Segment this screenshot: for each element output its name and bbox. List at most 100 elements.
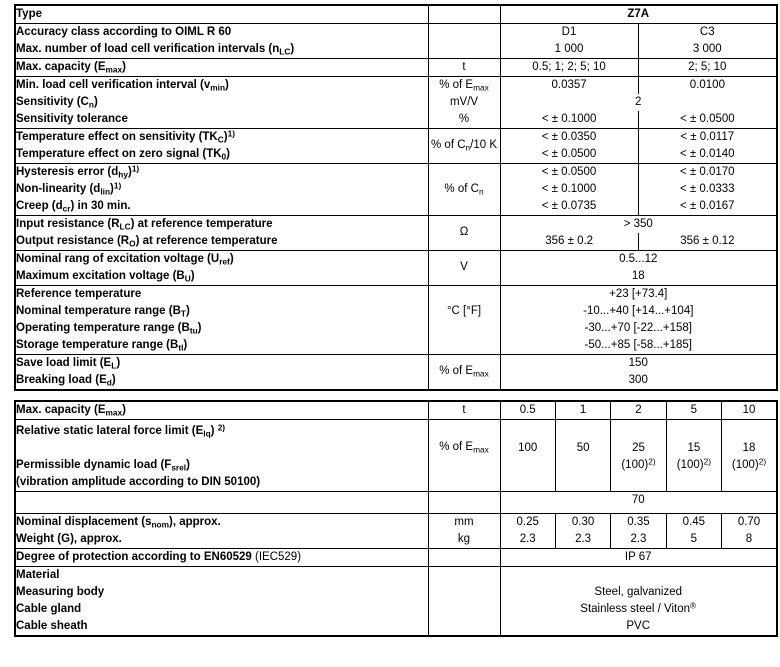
label-input-resistance: Input resistance (RLC) at reference temp… bbox=[16, 218, 273, 232]
unit-vmin: % of Emax bbox=[439, 79, 489, 93]
header-type-unit bbox=[427, 4, 501, 24]
table-row-displacement-weight: Nominal displacement (snom), approx. Wei… bbox=[14, 513, 778, 549]
temperature-range-labels: Reference temperature Nominal temperatur… bbox=[14, 285, 429, 355]
non-linearity-d1: < ± 0.1000 bbox=[541, 183, 597, 195]
hysteresis-group-c3: < ± 0.0170 < ± 0.0333 < ± 0.0167 bbox=[637, 163, 778, 216]
unit-max-capacity: t bbox=[427, 58, 501, 77]
label-save-load-limit: Save load limit (EL) bbox=[16, 357, 121, 371]
table-row-resistance: Input resistance (RLC) at reference temp… bbox=[14, 215, 778, 251]
hysteresis-group-d1: < ± 0.0500 < ± 0.1000 < ± 0.0735 bbox=[499, 163, 639, 216]
capacity-value-3: 2 bbox=[610, 400, 667, 420]
table-row-dynamic-load-value: 70 bbox=[14, 491, 778, 514]
nominal-temp-range-value: -10...+40 [+14...+104] bbox=[583, 305, 694, 317]
label-accuracy-class: Accuracy class according to OIML R 60 bbox=[16, 26, 232, 38]
weight-3: 2.3 bbox=[630, 533, 647, 545]
unit-kg: kg bbox=[457, 533, 471, 545]
label-output-resistance: Output resistance (RO) at reference temp… bbox=[16, 235, 278, 249]
label-creep: Creep (dcr) in 30 min. bbox=[16, 200, 131, 214]
reference-temperature-value: +23 [+73.4] bbox=[609, 288, 668, 300]
displacement-2: 0.30 bbox=[571, 516, 595, 528]
table-row-accuracy-class: Accuracy class according to OIML R 60 Ma… bbox=[14, 23, 778, 59]
unit-resistance: Ω bbox=[427, 215, 501, 251]
lateral-force-value-4: 15 (100)2) bbox=[665, 419, 723, 492]
nominal-excitation-value: 0.5...12 bbox=[619, 253, 658, 265]
unit-celsius-fahrenheit: °C [°F] bbox=[446, 305, 482, 317]
label-reference-temperature: Reference temperature bbox=[16, 288, 142, 300]
lateral-paren-5: (100)2) bbox=[731, 457, 767, 471]
lateral-force-value-1: 100 bbox=[499, 419, 556, 492]
label-nominal-displacement: Nominal displacement (snom), approx. bbox=[16, 516, 221, 530]
input-resistance-value: > 350 bbox=[623, 218, 653, 230]
displacement-1: 0.25 bbox=[516, 516, 539, 528]
lateral-main-3: 25 bbox=[632, 442, 645, 454]
table-row-capacity-header: Max. capacity (Emax) t 0.5 1 2 5 10 bbox=[14, 400, 778, 420]
class-d1-intervals: 1 000 bbox=[554, 43, 584, 55]
label-lateral-force: Relative static lateral force limit (Elq… bbox=[16, 423, 226, 439]
displacement-5: 0.70 bbox=[737, 516, 761, 528]
label-cable-gland: Cable gland bbox=[16, 603, 82, 615]
resistance-labels: Input resistance (RLC) at reference temp… bbox=[14, 215, 429, 251]
dynamic-load-value: 70 bbox=[499, 491, 778, 514]
material-measuring-body-value: Steel, galvanized bbox=[594, 586, 683, 598]
displacement-weight-labels: Nominal displacement (snom), approx. Wei… bbox=[14, 513, 429, 549]
table-row-hysteresis-group: Hysteresis error (dhy)1) Non-linearity (… bbox=[14, 163, 778, 216]
label-tk0: Temperature effect on zero signal (TK0) bbox=[16, 148, 231, 162]
label-breaking-load: Breaking load (Ed) bbox=[16, 374, 116, 388]
temperature-effect-d1: < ± 0.0350 < ± 0.0500 bbox=[499, 128, 639, 164]
label-max-excitation: Maximum excitation voltage (BU) bbox=[16, 270, 195, 284]
specifications-table-2: Max. capacity (Emax) t 0.5 1 2 5 10 Rela… bbox=[14, 400, 778, 637]
lateral-main-5: 18 bbox=[742, 442, 756, 454]
unit-lateral-force: % of Emax bbox=[427, 419, 501, 492]
dynamic-load-spacer-unit bbox=[427, 491, 501, 514]
class-c3-name: C3 bbox=[699, 26, 715, 38]
label-degree-protection: Degree of protection according to EN6052… bbox=[14, 548, 429, 567]
unit-max-capacity-2: t bbox=[427, 400, 501, 420]
table-row-excitation-voltage: Nominal rang of excitation voltage (Uref… bbox=[14, 250, 778, 286]
tkc-c3: < ± 0.0117 bbox=[680, 131, 735, 143]
material-labels: Material Measuring body Cable gland Cabl… bbox=[14, 566, 429, 637]
tk0-d1: < ± 0.0500 bbox=[541, 148, 597, 160]
label-dynamic-load: Permissible dynamic load (Fsrel) bbox=[16, 459, 190, 473]
lateral-force-value-2: 50 bbox=[554, 419, 612, 492]
output-resistance-d1: 356 ± 0.2 bbox=[545, 235, 594, 247]
capacity-value-5: 10 bbox=[721, 400, 778, 420]
label-sensitivity-tolerance: Sensitivity tolerance bbox=[16, 113, 128, 125]
label-weight: Weight (G), approx. bbox=[16, 533, 122, 545]
label-vibration-amplitude: (vibration amplitude according to DIN 50… bbox=[16, 476, 261, 488]
lateral-paren-3: (100)2) bbox=[621, 457, 656, 471]
displacement-weight-col-3: 0.35 2.3 bbox=[610, 513, 667, 549]
lateral-paren-4: (100)2) bbox=[676, 457, 711, 471]
creep-d1: < ± 0.0735 bbox=[541, 200, 597, 212]
hysteresis-group-labels: Hysteresis error (dhy)1) Non-linearity (… bbox=[14, 163, 429, 216]
vmin-c3: 0.0100 bbox=[637, 77, 776, 94]
sensitivity-group-labels: Min. load cell verification interval (vm… bbox=[14, 76, 429, 129]
excitation-voltage-values: 0.5...12 18 bbox=[499, 250, 778, 286]
label-operating-temp-range: Operating temperature range (Btu) bbox=[16, 322, 202, 336]
weight-4: 5 bbox=[690, 533, 698, 545]
creep-c3: < ± 0.0167 bbox=[679, 200, 735, 212]
unit-sensitivity: mV/V bbox=[449, 96, 479, 108]
label-cable-sheath: Cable sheath bbox=[16, 620, 88, 632]
excitation-voltage-labels: Nominal rang of excitation voltage (Uref… bbox=[14, 250, 429, 286]
unit-hysteresis-group: % of Cn bbox=[427, 163, 501, 216]
header-type-label: Type bbox=[14, 4, 429, 24]
lateral-paren-2 bbox=[556, 457, 610, 474]
sensitivity-tolerance-values: < ± 0.1000 < ± 0.0500 bbox=[501, 111, 777, 128]
lateral-force-labels: Relative static lateral force limit (Elq… bbox=[14, 419, 429, 492]
label-storage-temp-range: Storage temperature range (Btl) bbox=[16, 339, 188, 353]
breaking-load-value: 300 bbox=[628, 374, 648, 386]
label-nominal-temp-range: Nominal temperature range (BT) bbox=[16, 305, 190, 319]
displacement-weight-col-4: 0.45 5 bbox=[665, 513, 723, 549]
tk0-c3: < ± 0.0140 bbox=[679, 148, 735, 160]
capacity-value-4: 5 bbox=[665, 400, 723, 420]
non-linearity-c3: < ± 0.0333 bbox=[679, 183, 735, 195]
label-tkc: Temperature effect on sensitivity (TKC)1… bbox=[16, 129, 235, 145]
unit-percent-cn: % of Cn bbox=[444, 183, 484, 197]
displacement-weight-units: mm kg bbox=[427, 513, 501, 549]
unit-temperature-effect: % of Cn/10 K bbox=[427, 128, 501, 164]
label-sensitivity: Sensitivity (Cn) bbox=[16, 96, 98, 110]
storage-temp-range-value: -50...+85 [-58...+185] bbox=[584, 339, 692, 351]
unit-sensitivity-tolerance: % bbox=[458, 113, 470, 125]
lateral-main-1: 100 bbox=[518, 442, 538, 454]
